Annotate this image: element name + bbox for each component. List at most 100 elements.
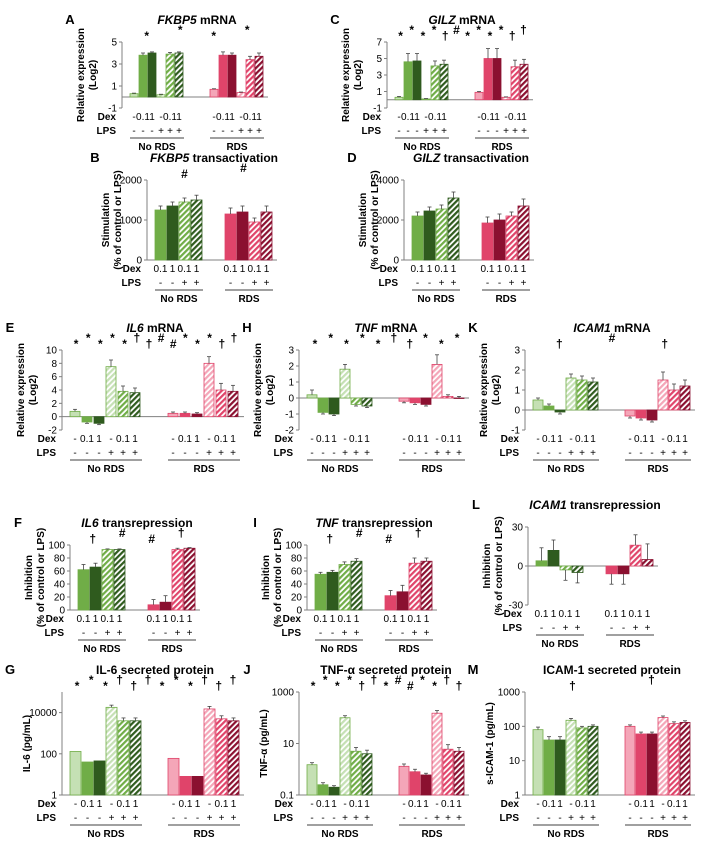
bar	[113, 549, 126, 611]
lps-label: -	[229, 278, 232, 289]
bar	[339, 368, 351, 399]
row-label-dex: Dex	[380, 264, 399, 275]
dex-label: -	[207, 434, 210, 445]
dex-label: -	[171, 434, 174, 445]
y-tick-label: 10	[46, 346, 58, 357]
bar	[493, 219, 506, 261]
row-label-lps: LPS	[503, 623, 523, 634]
bar	[646, 733, 658, 796]
lps-label: +	[264, 278, 270, 289]
y-tick-label: 6	[51, 372, 57, 383]
dex-label: 1	[424, 614, 430, 625]
lps-label: -	[98, 813, 101, 824]
significance-mark: *	[347, 673, 352, 687]
significance-mark: *	[75, 679, 80, 693]
dex-label: -	[435, 799, 438, 810]
bar	[147, 52, 157, 98]
lps-label: +	[563, 623, 569, 634]
y-axis-label: (% of control or LPS)	[36, 528, 47, 627]
dex-label: 0.1	[401, 112, 415, 123]
lps-label: -	[495, 126, 498, 137]
title-gene: ICAM1	[529, 498, 567, 512]
lps-label: -	[172, 813, 175, 824]
bar	[554, 409, 566, 413]
panel-letter: G	[5, 662, 15, 677]
significance-mark: †	[218, 337, 225, 351]
bar	[81, 416, 93, 423]
bar	[179, 775, 192, 796]
bar	[236, 92, 246, 98]
dex-label: 1	[575, 609, 581, 620]
y-tick-label: 8	[51, 359, 57, 370]
lps-label: -	[401, 628, 404, 639]
lps-label: -	[610, 623, 613, 634]
bar	[89, 566, 102, 611]
y-axis-label: Stimulation	[101, 193, 112, 247]
bar	[409, 397, 421, 404]
bar	[209, 88, 219, 98]
group-label: RDS	[495, 294, 516, 305]
lps-label: +	[342, 813, 348, 824]
lps-label: +	[671, 813, 677, 824]
dex-label: 1	[456, 434, 462, 445]
lps-label: +	[105, 628, 111, 639]
y-tick-label: 0.1	[280, 791, 294, 802]
lps-label: +	[238, 126, 244, 137]
lps-label: +	[133, 813, 139, 824]
lps-label: -	[558, 813, 561, 824]
bar	[190, 199, 203, 261]
bar	[430, 65, 440, 101]
significance-mark: *	[476, 23, 481, 37]
panel-letter: H	[242, 320, 251, 335]
lps-label: +	[579, 448, 585, 459]
row-label-lps: LPS	[274, 813, 294, 824]
dex-label: 1	[414, 112, 420, 123]
bar	[69, 751, 82, 796]
significance-mark: *	[384, 679, 389, 693]
dex-label: 0.1	[542, 799, 556, 810]
significance-mark: *	[328, 331, 333, 345]
lps-label: -	[416, 278, 419, 289]
bar	[447, 197, 460, 261]
dex-label: -	[628, 434, 631, 445]
title-gene: GILZ	[413, 151, 441, 165]
group-label: RDS	[193, 829, 214, 840]
dex-label: 1	[497, 264, 503, 275]
bar	[624, 725, 636, 796]
bar	[411, 215, 424, 261]
dex-label: 1	[93, 614, 99, 625]
dex-label: -	[310, 434, 313, 445]
lps-label: -	[650, 448, 653, 459]
lps-label: -	[159, 278, 162, 289]
bar	[166, 205, 179, 261]
panel-title: ICAM-1 secreted protein	[543, 663, 681, 677]
dex-label: -	[569, 799, 572, 810]
bar	[328, 397, 340, 415]
y-tick-label: 2	[288, 362, 294, 373]
dex-label: -	[109, 434, 112, 445]
y-tick-label: 7	[376, 38, 382, 49]
group-label: RDS	[238, 294, 259, 305]
lps-label: +	[109, 813, 115, 824]
lps-label: -	[221, 126, 224, 137]
lps-label: -	[402, 448, 405, 459]
y-axis-label: (% of control or LPS)	[113, 170, 124, 269]
significance-mark: *	[360, 331, 365, 345]
dex-label: 0.1	[634, 799, 648, 810]
bar	[547, 550, 560, 567]
significance-mark: †	[178, 526, 185, 540]
panel-letter: L	[472, 497, 480, 512]
dex-label: -	[504, 112, 507, 123]
panel-letter: I	[253, 515, 257, 530]
significance-mark: †	[415, 526, 422, 540]
bar	[254, 55, 264, 98]
bar	[191, 413, 203, 418]
dex-label: -	[402, 434, 405, 445]
bar	[423, 210, 436, 261]
group-label: RDS	[647, 464, 668, 475]
lps-label: +	[445, 813, 451, 824]
dex-label: 1	[364, 799, 370, 810]
lps-label: -	[310, 448, 313, 459]
bar	[178, 201, 191, 261]
